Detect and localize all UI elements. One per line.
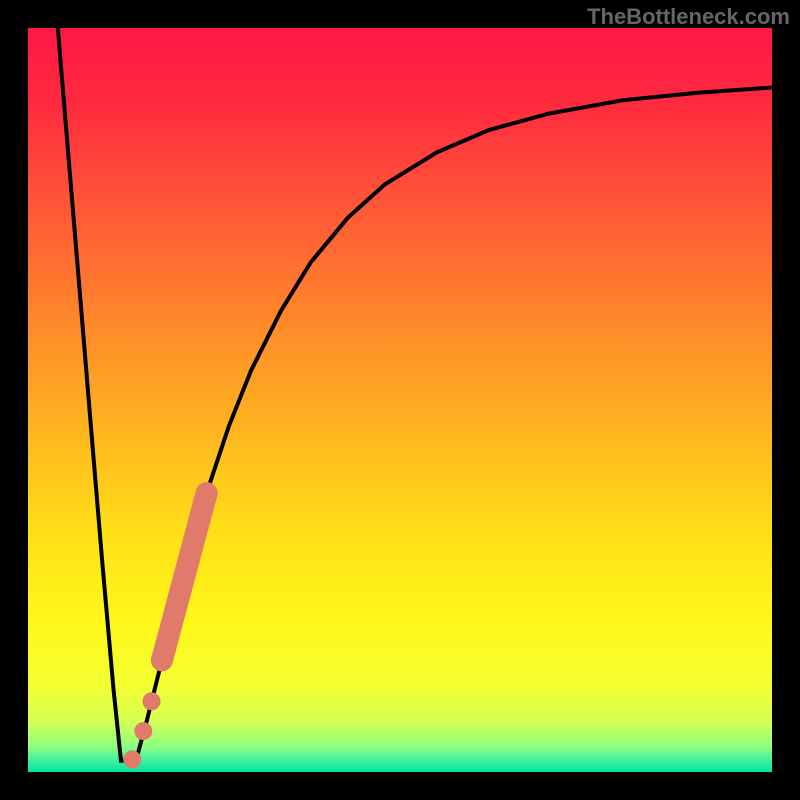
bottleneck-chart xyxy=(0,0,800,800)
highlight-dot xyxy=(134,722,152,740)
plot-area xyxy=(28,28,772,772)
chart-wrapper: TheBottleneck.com xyxy=(0,0,800,800)
gradient-background xyxy=(28,28,772,772)
watermark-text: TheBottleneck.com xyxy=(587,4,790,30)
highlight-dot xyxy=(123,750,141,768)
highlight-dot xyxy=(143,692,161,710)
